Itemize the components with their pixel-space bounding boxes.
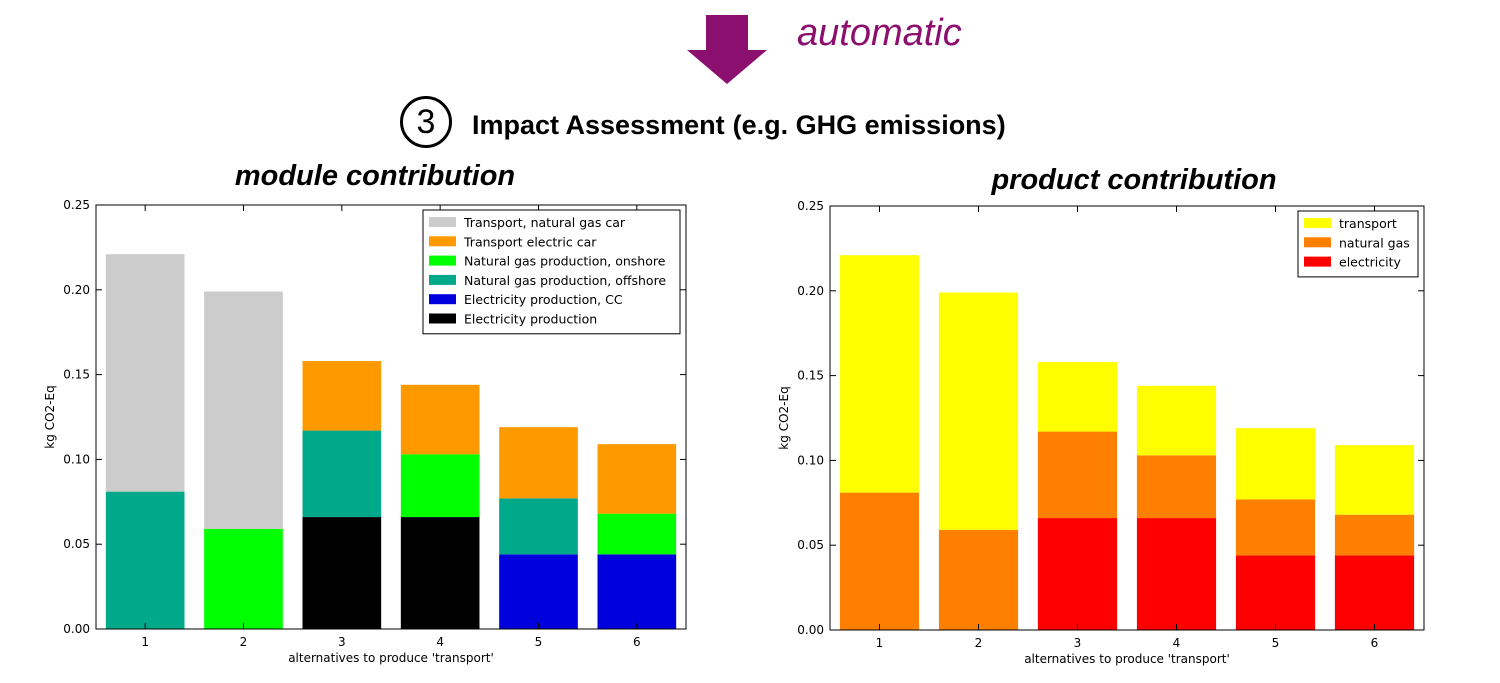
bar-segment (204, 528, 283, 629)
x-axis-label: alternatives to produce 'transport' (1024, 652, 1230, 666)
y-tick-label: 0.05 (63, 537, 90, 551)
x-tick-label: 3 (338, 635, 346, 649)
bar-segment (938, 292, 1019, 530)
bar-segment (105, 491, 185, 629)
legend-swatch (429, 313, 456, 324)
y-tick-label: 0.20 (63, 283, 90, 297)
x-tick-label: 5 (1272, 636, 1280, 650)
y-tick-label: 0.25 (797, 199, 824, 213)
y-tick-label: 0.10 (63, 452, 90, 466)
bar-segment (1136, 385, 1217, 456)
bar-segment (839, 492, 920, 630)
legend-swatch (1304, 218, 1331, 228)
legend-label: electricity (1339, 255, 1401, 270)
x-tick-label: 3 (1074, 636, 1082, 650)
y-tick-label: 0.20 (797, 284, 824, 298)
x-tick-label: 2 (240, 635, 248, 649)
bar-segment (302, 517, 382, 629)
bar-segment (105, 254, 185, 492)
x-tick-label: 5 (535, 635, 543, 649)
bar-segment (302, 361, 382, 431)
x-tick-label: 1 (141, 635, 149, 649)
bar-segment (1136, 518, 1217, 630)
bar-segment (597, 444, 677, 514)
legend-swatch (1304, 237, 1331, 248)
bar-segment (1235, 555, 1316, 630)
bar-segment (938, 529, 1019, 630)
product-chart-title: product contribution (991, 164, 1277, 196)
bar-segment (499, 554, 578, 629)
legend-label: Transport, natural gas car (463, 215, 626, 230)
bar-segment (400, 454, 480, 518)
x-tick-label: 2 (975, 636, 983, 650)
bar-segment (1037, 362, 1118, 432)
legend-label: Natural gas production, offshore (464, 273, 666, 288)
bar-segment (597, 554, 677, 629)
legend-swatch (429, 255, 456, 266)
bar-segment (1334, 445, 1415, 515)
module-chart-title: module contribution (234, 160, 516, 192)
bar-segment (204, 291, 283, 529)
plot-frame (829, 205, 1425, 631)
legend-swatch (429, 294, 456, 305)
y-tick-label: 0.15 (797, 369, 824, 383)
y-tick-label: 0.00 (63, 622, 90, 636)
legend-swatch (1304, 256, 1331, 267)
bar-segment (499, 427, 578, 499)
x-axis-label: alternatives to produce 'transport' (288, 651, 494, 665)
bar-segment (499, 498, 578, 555)
bar-segment (1037, 431, 1118, 519)
legend-box (422, 209, 681, 335)
legend-label: Natural gas production, onshore (464, 254, 666, 269)
bar-segment (839, 255, 920, 493)
automatic-label: automatic (797, 12, 962, 54)
y-tick-label: 0.05 (797, 538, 824, 552)
step-number-badge: 3 (400, 96, 452, 148)
y-axis-label: kg CO2-Eq (43, 385, 57, 448)
legend-swatch (429, 274, 456, 285)
x-tick-label: 6 (1371, 636, 1379, 650)
legend-swatch (429, 217, 456, 227)
legend-label: transport (1339, 216, 1397, 231)
bar-segment (1334, 514, 1415, 556)
bar-segment (1235, 428, 1316, 500)
y-tick-label: 0.00 (797, 623, 824, 637)
y-tick-label: 0.25 (63, 198, 90, 212)
bar-segment (400, 384, 480, 455)
bar-segment (1235, 499, 1316, 556)
legend-label: Electricity production (464, 312, 597, 327)
step-heading: Impact Assessment (e.g. GHG emissions) (472, 110, 1006, 141)
step-number: 3 (416, 102, 436, 141)
bar-segment (302, 430, 382, 518)
bar-segment (1136, 455, 1217, 519)
y-tick-label: 0.10 (797, 453, 824, 467)
bar-segment (1037, 518, 1118, 630)
legend-label: Transport electric car (463, 234, 597, 249)
x-tick-label: 4 (436, 635, 444, 649)
legend-swatch (429, 236, 456, 247)
x-tick-label: 4 (1173, 636, 1181, 650)
legend-label: Electricity production, CC (464, 292, 623, 307)
x-tick-label: 6 (633, 635, 641, 649)
plot-frame (95, 204, 687, 630)
x-tick-label: 1 (876, 636, 884, 650)
down-arrow-icon (687, 15, 767, 84)
y-axis-label: kg CO2-Eq (777, 386, 791, 449)
bar-segment (400, 517, 480, 629)
bar-segment (1334, 555, 1415, 630)
step-title: Impact Assessment (472, 110, 725, 140)
step-note: (e.g. GHG emissions) (732, 110, 1006, 140)
bar-segment (597, 513, 677, 555)
legend-label: natural gas (1339, 235, 1410, 250)
y-tick-label: 0.15 (63, 368, 90, 382)
